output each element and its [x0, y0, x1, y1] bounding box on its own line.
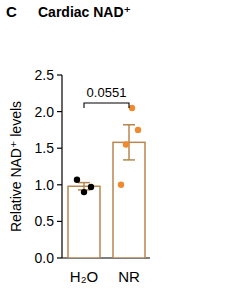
y-tick [57, 257, 62, 258]
data-point [74, 176, 80, 182]
y-tick-label: 2.0 [35, 104, 55, 120]
p-value: 0.0551 [87, 85, 127, 100]
error-bar [83, 183, 85, 190]
data-point [135, 127, 141, 133]
x-tick-label: NR [118, 268, 140, 285]
y-tick [57, 221, 62, 222]
y-axis [61, 75, 62, 258]
y-tick-label: 0.5 [35, 213, 55, 229]
error-cap [123, 159, 135, 161]
y-tick-label: 1.5 [35, 140, 55, 156]
x-tick-label: H₂O [70, 268, 98, 285]
data-point [81, 189, 87, 195]
error-bar [128, 125, 130, 160]
data-point [88, 184, 94, 190]
data-point [118, 182, 124, 188]
y-tick [57, 111, 62, 112]
plot-area [68, 105, 145, 258]
y-tick-label: 2.5 [35, 67, 55, 83]
bar [113, 142, 145, 258]
significance-bracket [84, 103, 129, 108]
data-point [129, 105, 135, 111]
panel-label: C [6, 3, 17, 20]
y-tick-label: 0.0 [35, 250, 55, 266]
y-tick [57, 184, 62, 185]
chart: C Cardiac NAD⁺ Relative NAD⁺ levels 0.0 0.5 1… [0, 0, 228, 298]
y-tick [57, 148, 62, 149]
bar [68, 186, 100, 258]
y-label: Relative NAD⁺ levels [8, 101, 24, 232]
y-tick [57, 74, 62, 75]
title: Cardiac NAD⁺ [38, 4, 131, 20]
data-point [123, 141, 129, 147]
y-tick-label: 1.0 [35, 177, 55, 193]
error-cap [78, 182, 90, 184]
error-cap [123, 124, 135, 126]
